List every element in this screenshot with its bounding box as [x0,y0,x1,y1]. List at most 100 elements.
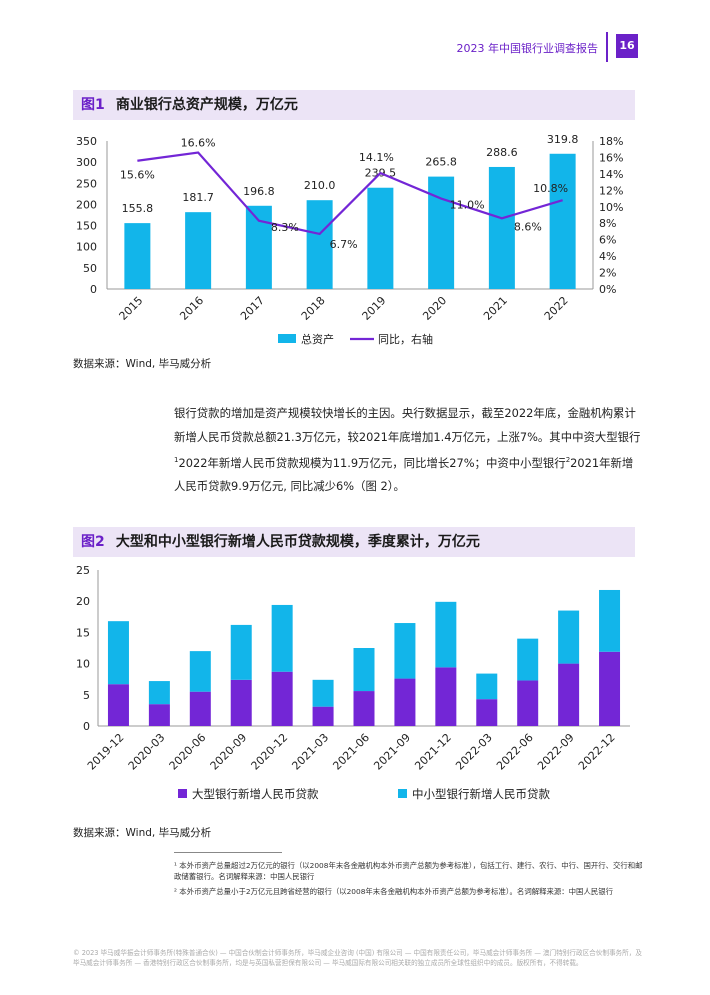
asset-bar [428,176,455,289]
header-divider [606,32,608,62]
y-tick-label: 250 [76,177,97,190]
yoy-data-label: 6.7% [330,238,358,251]
yoy-data-label: 16.6% [181,137,216,150]
figure1-chart: 0 50 100 150 200 250 300 350 0% 2% 4% 6% 8% 10% 12% 14%… [76,133,623,346]
x-tick-label: 2021-03 [290,731,332,773]
asset-bar [306,200,333,289]
large-bank-bar [558,663,580,726]
legend-label-small: 中小型银行新增人民币贷款 [412,787,550,801]
y2-tick-label: 10% [599,201,623,214]
asset-bar-label: 288.6 [486,146,518,159]
para-text-2: 2022年新增人民币贷款规模为11.9万亿元，同比增长27%；中资中小型银行 [178,455,566,470]
figure2-title-bar: 图2 大型和中小型银行新增人民币贷款规模，季度累计，万亿元 [73,527,635,557]
x-tick-label: 2022-06 [494,731,536,773]
yoy-data-label: 8.3% [271,221,299,234]
small-bank-bar [558,610,580,664]
x-tick-label: 2020-06 [167,731,209,773]
legend-label-yoy: 同比，右轴 [378,332,433,346]
figure2-title: 大型和中小型银行新增人民币贷款规模，季度累计，万亿元 [115,534,480,550]
figure1-title-bar: 图1 商业银行总资产规模，万亿元 [73,90,635,120]
y-tick-label: 100 [76,241,97,254]
small-bank-bar [189,651,211,692]
legend-swatch-small [398,789,407,798]
large-bank-bar [353,691,375,726]
large-bank-bar [107,684,129,726]
yoy-data-label: 14.1% [359,151,394,164]
body-paragraph: 银行贷款的增加是资产规模较快增长的主因。央行数据显示，截至2022年底，金融机构… [174,402,644,499]
x-tick-label: 2020-09 [208,731,250,773]
large-bank-bar [599,651,621,726]
y2-tick-label: 12% [599,184,623,197]
y2-tick-label: 18% [599,135,623,148]
small-bank-bar [230,624,252,680]
large-bank-bar [230,679,252,726]
asset-bar-label: 210.0 [304,179,336,192]
large-bank-bar [148,704,170,726]
large-bank-bar [271,671,293,726]
x-tick-label: 2021-09 [371,731,413,773]
y2-tick-label: 0% [599,283,616,296]
y-tick-label: 150 [76,220,97,233]
yoy-data-label: 15.6% [120,169,155,182]
y2-tick-label: 6% [599,234,616,247]
legend-label-assets: 总资产 [301,332,334,346]
y-tick-label: 20 [76,595,90,608]
small-bank-bar [599,589,621,652]
footnote-2: ² 本外币资产总量小于2万亿元且跨省经营的银行（以2008年末各金融机构本外币资… [174,887,614,896]
large-bank-bar [435,667,457,726]
y-tick-label: 50 [83,262,97,275]
report-title: 2023 年中国银行业调查报告 [456,42,599,55]
y-tick-label: 25 [76,564,90,577]
figure2-number: 图2 [81,534,105,550]
x-tick-label: 2022 [542,294,571,323]
yoy-line [137,151,563,236]
figure2-source: 数据来源：Wind, 毕马威分析 [73,827,212,839]
footnote-1: ¹ 本外币资产总量超过2万亿元的银行（以2008年末各金融机构本外币资产总额为参… [174,861,643,881]
asset-bar-label: 181.7 [182,191,214,204]
large-bank-bar [476,699,498,726]
page-number: 16 [616,34,638,58]
small-bank-bar [476,673,498,700]
footnote-ref-2: 2 [565,456,571,464]
y-tick-label: 200 [76,198,97,211]
x-tick-label: 2021-12 [412,731,454,773]
footnote-rule [174,852,282,853]
legend-swatch-large [178,789,187,798]
legend-swatch-assets [278,334,296,343]
asset-bar [185,212,212,289]
copyright-footer: © 2023 毕马威华振会计师事务所(特殊普通合伙) — 中国合伙制会计师事务所… [73,949,642,967]
x-tick-label: 2017 [238,294,267,323]
x-tick-label: 2019 [360,294,389,323]
y-tick-label: 300 [76,156,97,169]
asset-bar [124,223,151,289]
figure1-number: 图1 [81,97,105,113]
x-tick-label: 2021 [481,294,510,323]
x-tick-label: 2022-03 [453,731,495,773]
small-bank-bar [312,679,334,707]
y-tick-label: 10 [76,658,90,671]
para-text-3: 2021年新增人民币贷款9.9万亿元, 同比减少6%（图 2）。 [174,455,634,494]
small-bank-bar [271,604,293,672]
asset-bar-label: 196.8 [243,185,275,198]
x-tick-label: 2019-12 [85,731,127,773]
large-bank-bar [394,678,416,726]
yoy-data-label: 10.8% [533,182,568,195]
x-tick-label: 2016 [177,294,206,323]
small-bank-bar [435,601,457,668]
x-tick-label: 2022-12 [576,731,618,773]
y2-tick-label: 2% [599,267,616,280]
large-bank-bar [189,691,211,726]
yoy-data-label: 11.0% [450,199,485,212]
small-bank-bar [353,648,375,692]
x-tick-label: 2015 [117,294,146,323]
asset-bar-label: 265.8 [425,156,457,169]
figure1-source: 数据来源：Wind, 毕马威分析 [73,358,212,370]
y-tick-label: 0 [83,720,90,733]
large-bank-bar [517,680,539,726]
y2-tick-label: 4% [599,250,616,263]
x-tick-label: 2018 [299,294,328,323]
asset-bar [367,187,394,289]
y2-tick-label: 14% [599,168,623,181]
x-tick-label: 2020-03 [126,731,168,773]
yoy-data-label: 8.6% [514,220,542,233]
